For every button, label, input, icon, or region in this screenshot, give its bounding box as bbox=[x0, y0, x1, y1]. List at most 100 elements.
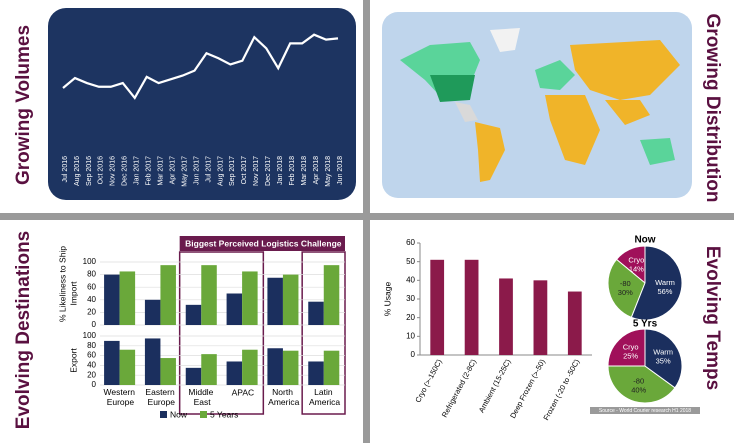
y-tick-label: 60 bbox=[87, 351, 96, 360]
bar bbox=[104, 274, 120, 325]
legend-label: Now bbox=[170, 409, 188, 419]
x-tick-label: Mar 2018 bbox=[301, 156, 308, 186]
slice-label: 30% bbox=[618, 288, 633, 297]
side-title: Evolving Temps bbox=[702, 246, 723, 390]
x-tick-label: Jun 2018 bbox=[337, 156, 344, 185]
y-tick-label: 20 bbox=[87, 370, 96, 379]
bar bbox=[226, 293, 243, 325]
x-tick-label: Western Europe bbox=[103, 387, 137, 407]
slice-name: -80 bbox=[620, 279, 631, 288]
x-tick-label: Deep Frozen (>-50) bbox=[508, 357, 547, 420]
pie-title: Now bbox=[634, 235, 655, 246]
annotation: Biggest Perceived Logistics Challenge bbox=[185, 238, 342, 248]
x-tick-label: Oct 2017 bbox=[241, 156, 248, 185]
x-tick-label: Refrigerated (2-8C) bbox=[440, 357, 479, 419]
slice-label: 35% bbox=[656, 357, 671, 366]
bar bbox=[160, 358, 176, 385]
x-tick-label: Frozen (-20 to -50C) bbox=[541, 357, 581, 422]
bar bbox=[185, 367, 202, 385]
x-tick-label: Jul 2016 bbox=[62, 156, 69, 183]
bar bbox=[242, 271, 258, 325]
pie-slice bbox=[607, 365, 676, 404]
y-tick-label: 40 bbox=[87, 361, 96, 370]
y-tick-label: 40 bbox=[87, 295, 96, 304]
x-tick-label: Oct 2016 bbox=[98, 156, 105, 185]
bar bbox=[267, 348, 283, 385]
bar bbox=[282, 274, 299, 325]
map-region bbox=[545, 95, 600, 165]
bar bbox=[308, 361, 324, 385]
y-tick-label: 0 bbox=[92, 320, 97, 329]
x-tick-label: Aug 2016 bbox=[74, 156, 81, 186]
x-tick-label: Dec 2016 bbox=[122, 156, 129, 186]
x-tick-label: Jan 2017 bbox=[134, 156, 141, 185]
map-region bbox=[640, 138, 675, 165]
slice-label: 14% bbox=[629, 265, 644, 274]
x-tick-label: Ambient (15-25C) bbox=[477, 357, 513, 414]
slice-name: -80 bbox=[633, 376, 644, 385]
x-tick-label: North America bbox=[268, 387, 299, 407]
y-axis-title: % Usage bbox=[382, 281, 392, 316]
x-tick-label: Aug 2017 bbox=[217, 156, 224, 186]
x-tick-label: Feb 2018 bbox=[289, 156, 296, 186]
x-tick-label: Jul 2017 bbox=[205, 156, 212, 183]
slice-label: 40% bbox=[631, 385, 646, 394]
bar bbox=[242, 349, 258, 385]
y-tick-label: 20 bbox=[406, 313, 415, 322]
bar bbox=[201, 265, 217, 325]
source-note: Source - World Courier research H1 2018 bbox=[599, 408, 691, 414]
bar bbox=[119, 349, 136, 385]
x-tick-label: Eastern Europe bbox=[145, 387, 177, 407]
side-title: Growing Volumes bbox=[13, 25, 34, 185]
y-tick-label: 10 bbox=[406, 331, 415, 340]
y-tick-label: 80 bbox=[87, 341, 96, 350]
x-tick-label: Feb 2017 bbox=[146, 156, 153, 186]
x-tick-label: Sep 2016 bbox=[86, 156, 93, 186]
annotation-box bbox=[179, 236, 345, 251]
map-ocean bbox=[382, 12, 692, 198]
pie-slice bbox=[630, 245, 683, 321]
bar bbox=[464, 259, 479, 355]
legend-swatch bbox=[160, 411, 167, 418]
bar bbox=[533, 280, 548, 355]
volume-panel bbox=[48, 8, 356, 200]
y-tick-label: 60 bbox=[87, 282, 96, 291]
map-region bbox=[490, 28, 520, 52]
y-axis-title: % Likeliness to Ship bbox=[57, 246, 67, 322]
bar bbox=[430, 259, 445, 355]
pie-slice bbox=[644, 328, 683, 389]
x-tick-label: Apr 2017 bbox=[169, 156, 176, 185]
x-tick-label: Sep 2017 bbox=[229, 156, 236, 186]
side-title: Growing Distribution bbox=[702, 14, 723, 203]
divider bbox=[0, 213, 734, 220]
y-tick-label: 40 bbox=[406, 275, 415, 284]
bar bbox=[104, 340, 120, 385]
y-tick-label: 100 bbox=[83, 257, 97, 266]
bar bbox=[201, 354, 217, 385]
bar bbox=[144, 299, 161, 325]
slice-label: 56% bbox=[657, 287, 672, 296]
map-region bbox=[475, 122, 505, 182]
y-tick-label: 30 bbox=[406, 294, 415, 303]
x-tick-label: Jun 2017 bbox=[193, 156, 200, 185]
x-tick-label: Nov 2016 bbox=[110, 156, 117, 186]
bar bbox=[144, 338, 161, 385]
bar bbox=[267, 277, 283, 325]
legend-swatch bbox=[200, 411, 207, 418]
x-tick-label: May 2017 bbox=[181, 156, 188, 187]
legend-label: 5 Years bbox=[210, 409, 238, 419]
slice-label: 25% bbox=[623, 352, 638, 361]
x-tick-label: Middle East bbox=[188, 387, 215, 407]
y-tick-label: 100 bbox=[83, 331, 97, 340]
highlight-box bbox=[301, 251, 346, 415]
bar bbox=[499, 278, 513, 355]
bar bbox=[323, 265, 340, 325]
side-title: Evolving Destinations bbox=[13, 231, 34, 429]
y-tick-label: 20 bbox=[87, 308, 96, 317]
slice-name: Cryo bbox=[628, 256, 644, 265]
pie-title: 5 Yrs bbox=[633, 319, 658, 330]
y-tick-label: 60 bbox=[406, 238, 415, 247]
highlight-box bbox=[178, 251, 265, 415]
map-region bbox=[605, 100, 650, 125]
